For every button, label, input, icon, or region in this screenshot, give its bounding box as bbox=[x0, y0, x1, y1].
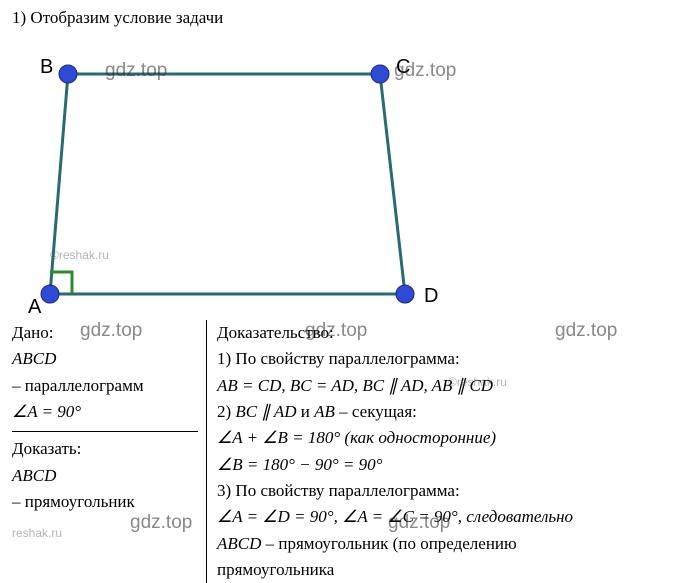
proof-title: Доказательство: bbox=[217, 320, 700, 346]
vertex-label-c: C bbox=[396, 56, 410, 79]
proof-l2: AB = CD, BC = AD, BC ∥ AD, AB ∥ CD bbox=[217, 373, 700, 399]
toprove-block: Доказать: ABCD – прямоугольник bbox=[12, 436, 198, 515]
given-title: Дано: bbox=[12, 320, 198, 346]
vertex-label-a: A bbox=[28, 296, 41, 319]
geometry-diagram: A B C D bbox=[10, 32, 490, 312]
given-block: Дано: ABCD – параллелограмм ∠A = 90° bbox=[12, 320, 198, 432]
proof-l5: ∠B = 180° − 90° = 90° bbox=[217, 452, 700, 478]
given-l2: – параллелограмм bbox=[12, 373, 198, 399]
proof-l8a: ABCD bbox=[217, 534, 261, 553]
given-l3: ∠A = 90° bbox=[12, 399, 198, 425]
proof-column: Доказательство: 1) По свойству параллело… bbox=[207, 320, 700, 583]
given-column: Дано: ABCD – параллелограмм ∠A = 90° Док… bbox=[12, 320, 207, 583]
proof-l6: 3) По свойству параллелограмма: bbox=[217, 478, 700, 504]
proof-l3: 2) BC ∥ AD и AB – секущая: bbox=[217, 399, 700, 425]
toprove-l2: – прямоугольник bbox=[12, 489, 198, 515]
vertex-label-b: B bbox=[40, 56, 53, 79]
toprove-l1: ABCD bbox=[12, 463, 198, 489]
vertex-label-d: D bbox=[424, 285, 438, 308]
proof-l7: ∠A = ∠D = 90°, ∠A = ∠C = 90°, следовател… bbox=[217, 504, 700, 530]
proof-l9: прямоугольника bbox=[217, 557, 700, 583]
quadrilateral-svg bbox=[10, 32, 490, 322]
proof-l8: ABCD – прямоугольник (по определению bbox=[217, 531, 700, 557]
proof-l8b: – прямоугольник (по определению bbox=[261, 534, 516, 553]
proof-l3d: AB bbox=[314, 402, 335, 421]
proof-two-column: Дано: ABCD – параллелограмм ∠A = 90° Док… bbox=[0, 312, 700, 583]
proof-l3e: – секущая: bbox=[335, 402, 417, 421]
proof-l3a: 2) bbox=[217, 402, 235, 421]
proof-l3c: и bbox=[297, 402, 315, 421]
proof-l4: ∠A + ∠B = 180° (как односторонние) bbox=[217, 425, 700, 451]
proof-l1: 1) По свойству параллелограмма: bbox=[217, 346, 700, 372]
toprove-title: Доказать: bbox=[12, 436, 198, 462]
proof-l3b: BC ∥ AD bbox=[235, 402, 296, 421]
given-l1: ABCD bbox=[12, 346, 198, 372]
problem-header: 1) Отобразим условие задачи bbox=[0, 0, 700, 32]
